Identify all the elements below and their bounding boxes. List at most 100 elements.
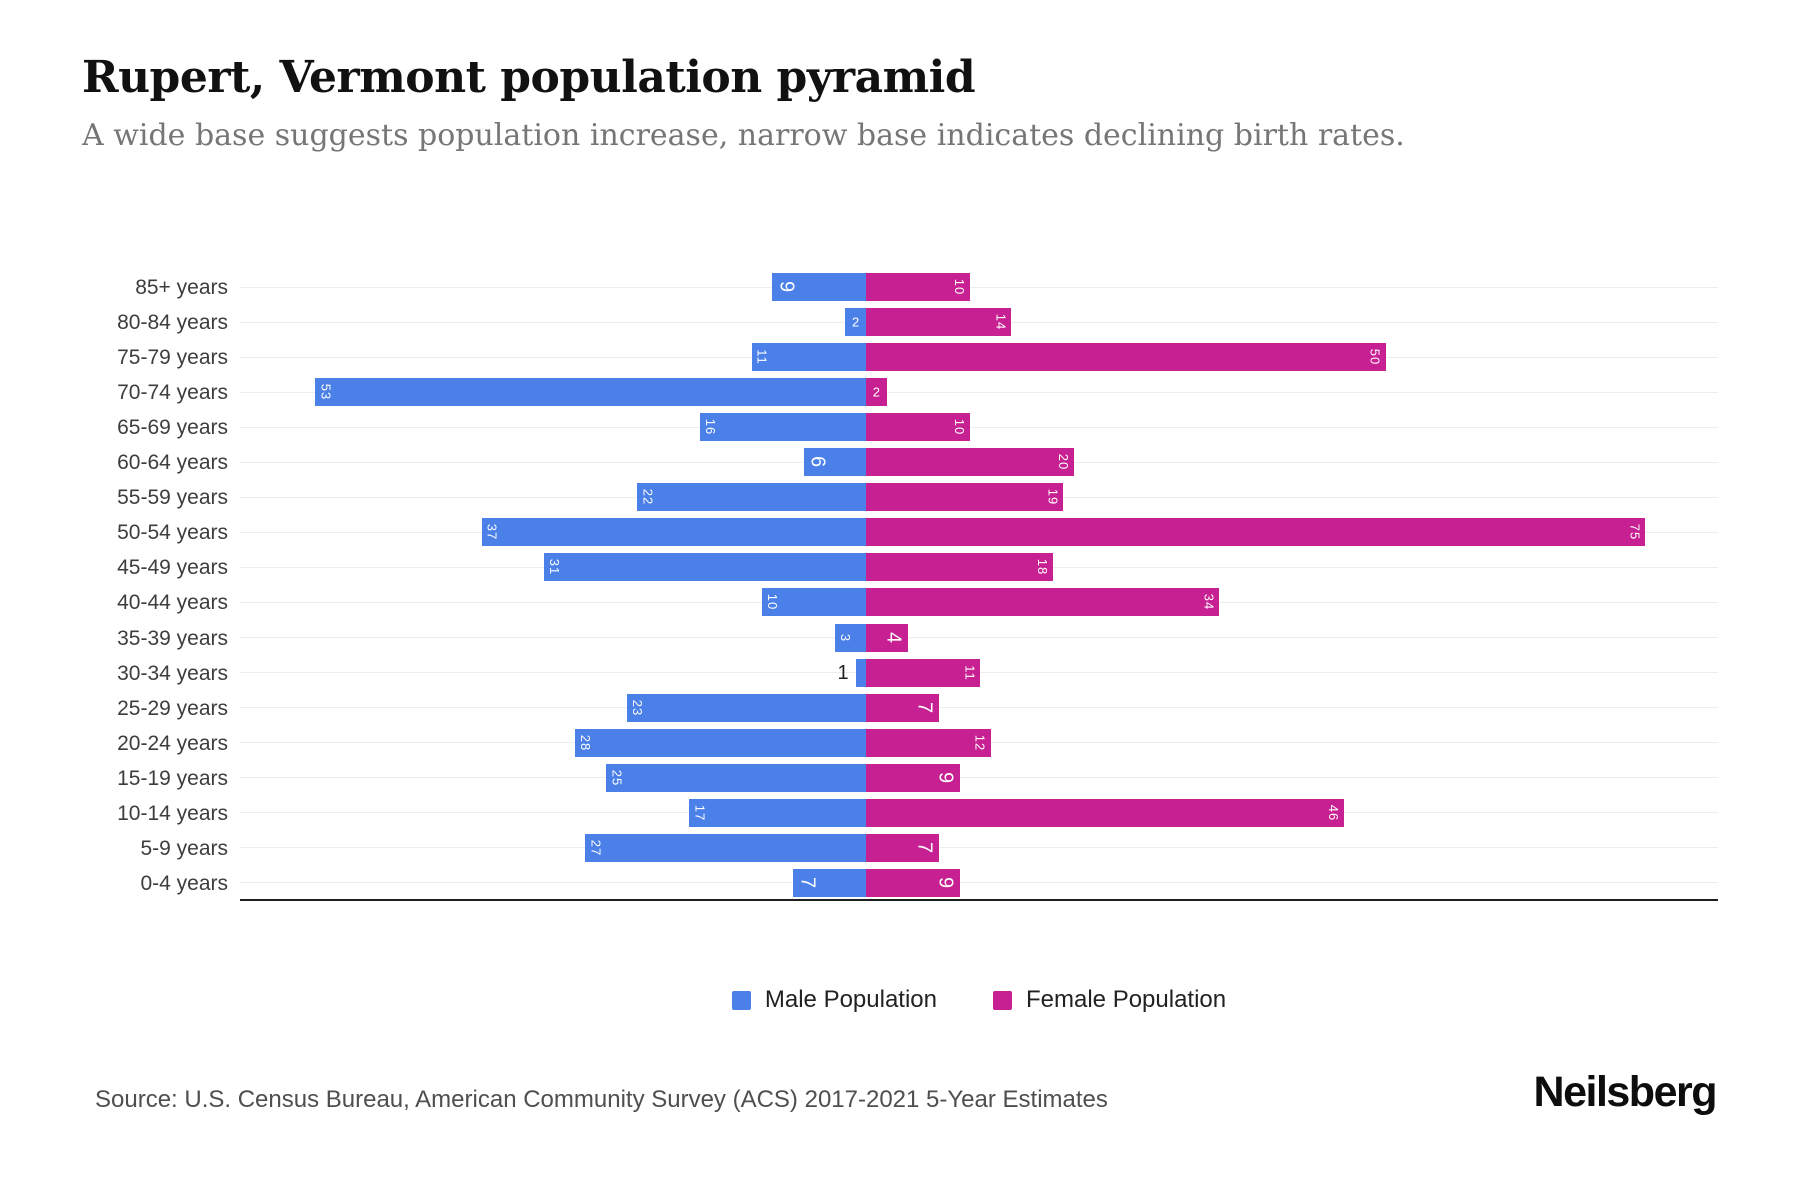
female-value-label: 50 bbox=[1367, 348, 1383, 366]
age-group-label: 45-49 years bbox=[117, 556, 228, 580]
female-bar: 7 bbox=[866, 833, 939, 862]
male-bar: 10 bbox=[762, 588, 866, 617]
female-bar: 7 bbox=[866, 693, 939, 722]
age-group-label: 35-39 years bbox=[117, 626, 228, 650]
row-gridline bbox=[240, 286, 1718, 288]
age-group-label: 60-64 years bbox=[117, 451, 228, 475]
male-bar: 23 bbox=[627, 693, 866, 722]
male-value-label: 23 bbox=[630, 699, 646, 716]
male-bar: 22 bbox=[637, 483, 866, 512]
age-group-label: 75-79 years bbox=[117, 346, 228, 370]
male-value-label: 27 bbox=[588, 839, 604, 857]
female-bar: 9 bbox=[866, 763, 960, 792]
female-bar: 20 bbox=[866, 448, 1074, 477]
age-group-label: 40-44 years bbox=[117, 591, 228, 615]
female-value-label: 9 bbox=[934, 771, 957, 784]
female-bar: 75 bbox=[866, 518, 1646, 547]
male-value-label: 37 bbox=[484, 524, 500, 541]
male-bar: 16 bbox=[699, 413, 866, 442]
male-value-label: 6 bbox=[806, 456, 829, 469]
male-bar: 28 bbox=[575, 728, 866, 757]
male-value-label: 25 bbox=[609, 769, 625, 786]
female-bar: 9 bbox=[866, 868, 960, 897]
female-value-label: 34 bbox=[1201, 594, 1217, 611]
male-value-label: 3 bbox=[837, 633, 853, 642]
male-bar: 9 bbox=[772, 273, 866, 301]
female-value-label: 7 bbox=[913, 841, 936, 854]
age-group-label: 5-9 years bbox=[140, 836, 228, 860]
source-attribution: Source: U.S. Census Bureau, American Com… bbox=[95, 1086, 1108, 1113]
male-bar: 25 bbox=[606, 763, 866, 792]
female-bar: 12 bbox=[866, 728, 991, 757]
age-group-label: 65-69 years bbox=[117, 416, 228, 440]
female-value-label: 19 bbox=[1045, 489, 1061, 506]
female-value-label: 12 bbox=[972, 734, 988, 751]
male-bar: 31 bbox=[543, 553, 866, 582]
row-gridline bbox=[240, 777, 1718, 779]
age-group-label: 20-24 years bbox=[117, 731, 228, 755]
female-value-label: 14 bbox=[993, 313, 1009, 331]
female-bar: 50 bbox=[866, 343, 1386, 372]
male-bar: 3 bbox=[834, 623, 866, 652]
x-axis-line bbox=[240, 899, 1718, 901]
female-value-label: 4 bbox=[882, 631, 905, 644]
age-group-label: 55-59 years bbox=[117, 486, 228, 510]
age-group-label: 25-29 years bbox=[117, 696, 228, 720]
female-value-label: 46 bbox=[1325, 804, 1341, 821]
legend-item-female[interactable]: Female Population bbox=[993, 986, 1226, 1014]
male-value-label: 16 bbox=[702, 418, 718, 436]
female-value-label: 10 bbox=[951, 418, 967, 436]
male-bar: 27 bbox=[585, 833, 866, 862]
male-value-label: 2 bbox=[851, 314, 860, 330]
male-bar: 7 bbox=[793, 868, 866, 897]
female-value-label: 20 bbox=[1055, 454, 1071, 471]
age-group-label: 70-74 years bbox=[117, 381, 228, 405]
male-value-label: 28 bbox=[578, 734, 594, 751]
male-value-label: 7 bbox=[796, 876, 819, 889]
male-bar: 1 bbox=[837, 658, 866, 687]
female-bar: 10 bbox=[866, 273, 970, 301]
row-gridline bbox=[240, 882, 1718, 884]
female-bar: 10 bbox=[866, 413, 970, 442]
male-bar: 2 bbox=[845, 308, 866, 337]
row-gridline bbox=[240, 391, 1718, 393]
page-title: Rupert, Vermont population pyramid bbox=[82, 52, 976, 103]
row-gridline bbox=[240, 426, 1718, 428]
male-bar: 6 bbox=[803, 448, 866, 477]
age-group-label: 50-54 years bbox=[117, 521, 228, 545]
female-legend-swatch-icon bbox=[993, 990, 1012, 1010]
age-group-label: 15-19 years bbox=[117, 766, 228, 790]
legend-item-male[interactable]: Male Population bbox=[731, 986, 937, 1014]
female-bar: 2 bbox=[866, 378, 887, 407]
female-value-label: 2 bbox=[872, 384, 880, 400]
page-subtitle: A wide base suggests population increase… bbox=[82, 118, 1405, 153]
female-bar: 11 bbox=[866, 658, 981, 687]
male-value-label: 10 bbox=[765, 594, 781, 611]
female-value-label: 10 bbox=[951, 278, 967, 296]
chart-legend: Male Population Female Population bbox=[240, 986, 1718, 1014]
male-value-label: 9 bbox=[775, 280, 798, 294]
male-value-label: 11 bbox=[754, 349, 770, 365]
age-group-label: 85+ years bbox=[135, 276, 228, 299]
legend-label-male: Male Population bbox=[764, 986, 937, 1013]
age-group-label: 80-84 years bbox=[117, 311, 228, 335]
male-bar: 17 bbox=[689, 798, 866, 827]
age-group-label: 0-4 years bbox=[140, 871, 228, 895]
female-bar: 18 bbox=[866, 553, 1054, 582]
neilsberg-logo: Neilsberg bbox=[1533, 1068, 1718, 1116]
male-value-label: 17 bbox=[692, 804, 708, 821]
female-bar: 4 bbox=[866, 623, 908, 652]
age-group-label: 30-34 years bbox=[117, 661, 228, 685]
male-legend-swatch-icon bbox=[731, 990, 751, 1010]
age-group-label: 10-14 years bbox=[117, 801, 228, 825]
legend-label-female: Female Population bbox=[1026, 986, 1227, 1013]
female-value-label: 75 bbox=[1627, 524, 1643, 541]
male-value-label: 31 bbox=[546, 559, 562, 576]
male-bar: 53 bbox=[315, 378, 866, 407]
row-gridline bbox=[240, 707, 1718, 709]
female-value-label: 9 bbox=[934, 876, 957, 889]
female-value-label: 11 bbox=[962, 664, 978, 681]
male-bar: 11 bbox=[751, 343, 866, 372]
female-value-label: 7 bbox=[913, 701, 936, 714]
